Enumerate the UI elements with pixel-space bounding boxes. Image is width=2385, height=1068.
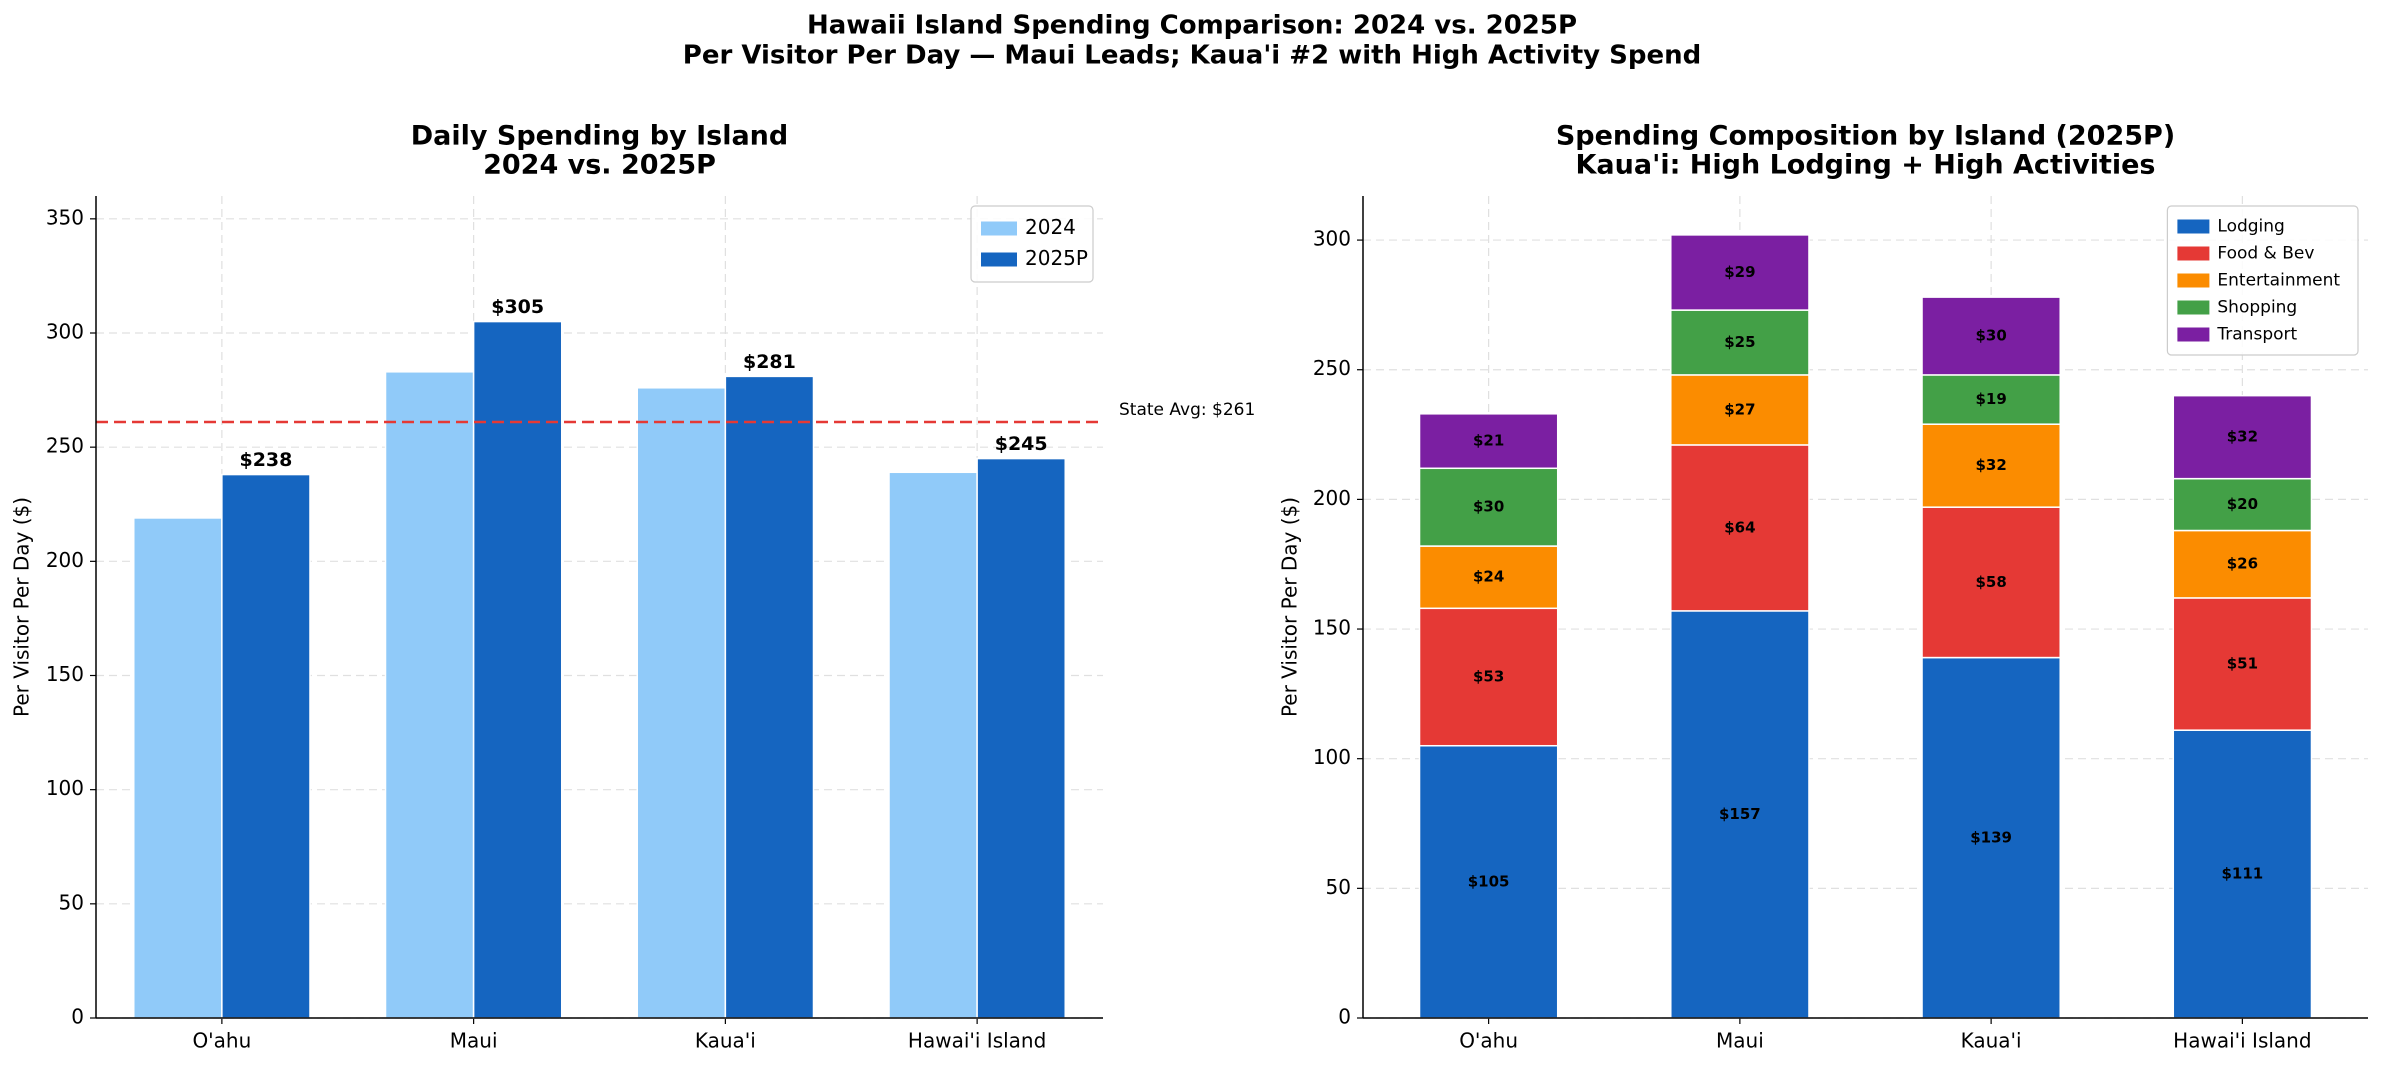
y-tick-label: 100 [46,776,84,800]
bar [133,517,223,1019]
value-label: $111 [2222,865,2264,883]
y-tick-label: 0 [71,1005,84,1029]
y-tick-label: 300 [1313,227,1351,251]
x-tick-label: Hawai'i Island [908,1029,1046,1053]
value-label: $30 [1473,498,1504,516]
x-tick-label: O'ahu [192,1029,251,1053]
value-label: $305 [491,296,544,318]
legend-label: Food & Bev [2217,244,2314,264]
bar [1921,296,2061,376]
y-tick-label: 300 [46,320,84,344]
value-label: $64 [1724,518,1755,536]
y-tick-label: 50 [59,890,84,914]
legend-swatch [2177,246,2210,261]
y-axis-label: Per Visitor Per Day ($) [10,497,34,717]
bar [1921,506,2061,659]
x-tick-label: Hawai'i Island [2173,1029,2311,1053]
bar [1670,444,1810,612]
bar [724,375,815,1019]
value-label: $58 [1975,573,2006,591]
value-label: $25 [1724,333,1755,351]
legend-swatch [2177,219,2210,234]
bar [221,473,311,1019]
reference-label: State Avg: $261 [1119,400,1255,420]
x-tick-label: Kaua'i [1961,1029,2022,1053]
legend-label: Shopping [2217,298,2297,318]
legend-swatch [2177,300,2210,315]
y-tick-label: 200 [46,548,84,572]
x-tick-label: O'ahu [1459,1029,1518,1053]
legend-label: 2024 [1025,215,1076,239]
chart-subtitle: 2024 vs. 2025P [483,150,716,181]
legend-label: Transport [2216,325,2297,345]
bar [1921,423,2061,508]
value-label: $30 [1975,327,2006,345]
legend-label: Entertainment [2217,271,2340,291]
y-tick-label: 0 [1338,1005,1351,1029]
value-label: $105 [1468,872,1510,890]
bar [1418,467,1559,547]
legend-box [2166,205,2359,356]
chart-title: Spending Composition by Island (2025P) [1556,121,2175,152]
y-tick-label: 200 [1313,486,1351,510]
figure-title: Hawaii Island Spending Comparison: 2024 … [807,11,1577,41]
value-label: $53 [1473,668,1504,686]
bar [1670,374,1810,446]
legend-swatch [2177,327,2210,342]
x-tick-label: Maui [450,1029,498,1053]
value-label: $26 [2227,555,2258,573]
value-label: $27 [1724,400,1755,418]
legend-label: 2025P [1025,246,1088,270]
y-tick-label: 250 [1313,356,1351,380]
bar [1670,234,1810,311]
value-label: $245 [995,433,1048,455]
bar [976,457,1066,1019]
x-tick-label: Maui [1716,1029,1764,1053]
value-label: $20 [2227,495,2258,513]
value-label: $281 [743,351,796,373]
value-label: $51 [2227,655,2258,673]
y-axis-label: Per Visitor Per Day ($) [1278,497,1302,717]
bar [2172,394,2313,480]
value-label: $157 [1719,805,1761,823]
value-label: $19 [1975,390,2006,408]
legend-swatch [981,252,1017,267]
bar [1418,413,1559,470]
bar [1418,545,1559,610]
y-tick-label: 150 [1313,616,1351,640]
x-tick-label: Kaua'i [695,1029,756,1053]
bar [2172,597,2313,731]
value-label: $139 [1970,828,2012,846]
value-label: $238 [239,449,292,471]
figure-subtitle: Per Visitor Per Day — Maui Leads; Kaua'i… [683,41,1701,71]
bar [636,387,727,1019]
bar [2172,729,2313,1019]
y-tick-label: 50 [1326,875,1351,899]
bar [1921,656,2061,1019]
chart-title: Daily Spending by Island [411,121,788,152]
y-tick-label: 150 [46,662,84,686]
bar [888,471,978,1019]
bar [1921,374,2061,425]
legend-swatch [981,221,1017,236]
legend-swatch [2177,273,2210,288]
bar [384,371,475,1019]
value-label: $32 [1975,456,2006,474]
chart-subtitle: Kaua'i: High Lodging + High Activities [1576,150,2156,181]
y-tick-label: 350 [46,205,84,229]
legend-label: Lodging [2217,217,2284,237]
bar [472,320,563,1019]
value-label: $32 [2227,428,2258,446]
bar [1418,607,1559,747]
value-label: $21 [1473,432,1504,450]
y-tick-label: 250 [46,434,84,458]
value-label: $24 [1473,568,1504,586]
y-tick-label: 100 [1313,745,1351,769]
value-label: $29 [1724,263,1755,281]
bar [1418,744,1559,1019]
